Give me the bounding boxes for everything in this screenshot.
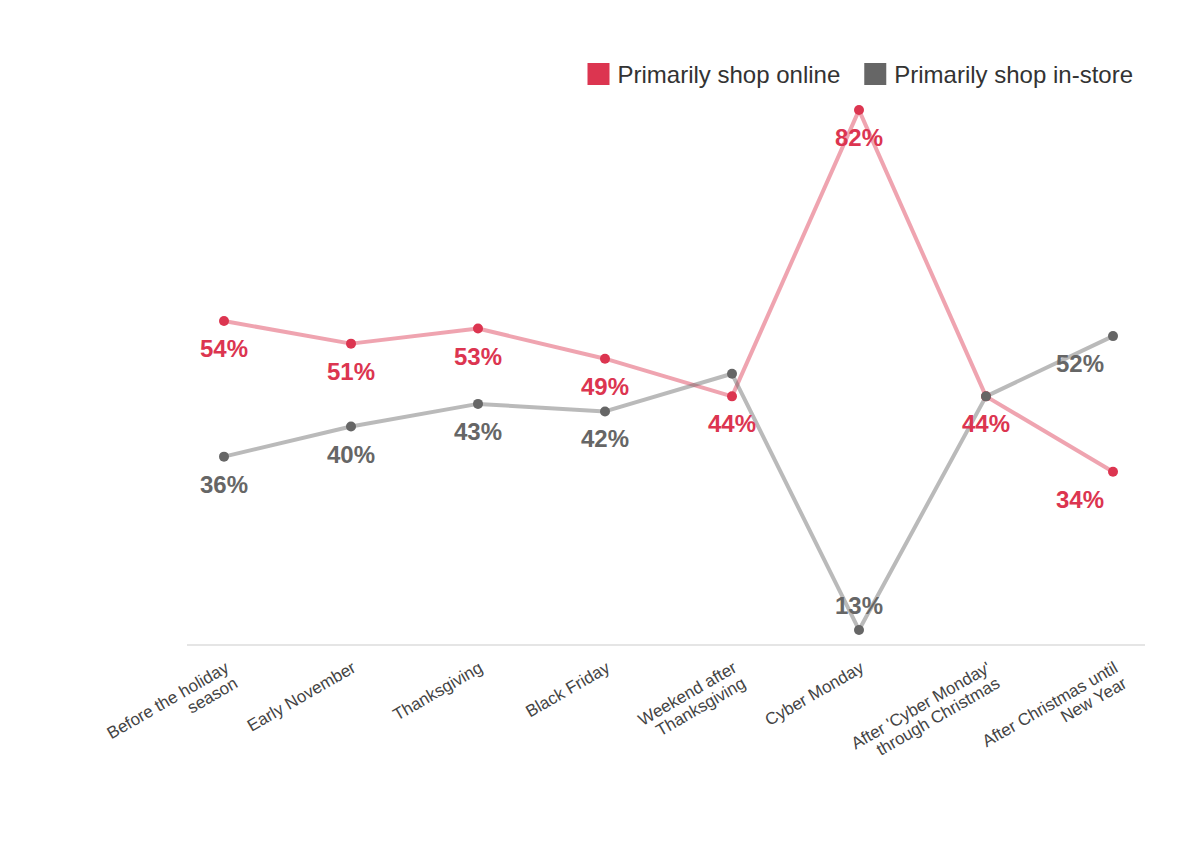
series-line — [224, 336, 1113, 630]
point — [1108, 467, 1118, 477]
point — [346, 422, 356, 432]
x-tick-label-line: season — [184, 674, 241, 718]
point — [346, 339, 356, 349]
data-label: 51% — [327, 358, 375, 385]
data-label: 53% — [454, 343, 502, 370]
x-tick-label-line: Black Friday — [522, 658, 613, 721]
x-tick-label-line: Early November — [244, 658, 359, 736]
x-tick-label: Thanksgiving — [390, 658, 486, 725]
point — [854, 105, 864, 115]
point — [600, 406, 610, 416]
legend-swatch — [864, 63, 886, 85]
point — [473, 324, 483, 334]
legend: Primarily shop in-store Primarily shop on… — [588, 61, 1134, 88]
x-tick-label: Weekend afterThanksgiving — [635, 658, 749, 745]
point — [981, 391, 991, 401]
data-label: 82% — [835, 124, 883, 151]
x-tick-label-line: New Year — [1057, 673, 1130, 726]
x-tick-label-line: Cyber Monday — [762, 658, 868, 730]
plot-area — [219, 105, 1118, 635]
data-label: 49% — [581, 373, 629, 400]
point — [473, 399, 483, 409]
x-tick-label-line: Thanksgiving — [653, 674, 749, 741]
x-tick-label: Cyber Monday — [762, 658, 868, 730]
data-label: 44% — [962, 410, 1010, 437]
point — [1108, 331, 1118, 341]
point — [727, 369, 737, 379]
data-label: 43% — [454, 418, 502, 445]
x-tick-label-line: through Christmas — [873, 674, 1003, 760]
legend-label: Primarily shop in-store — [894, 61, 1133, 88]
x-tick-label: After 'Cyber Monday'through Christmas — [848, 658, 1003, 769]
legend-label: Primarily shop online — [618, 61, 841, 88]
point — [600, 354, 610, 364]
data-label: 54% — [200, 335, 248, 362]
x-tick-label: Early November — [244, 658, 359, 736]
legend-swatch — [588, 63, 610, 85]
x-tick-label: Before the holidayseason — [104, 658, 242, 759]
x-tick-label: Black Friday — [522, 658, 613, 721]
series-line — [224, 110, 1113, 472]
data-label: 40% — [327, 441, 375, 468]
x-axis-line — [187, 644, 1145, 646]
chart: Before the holidayseasonEarly November Th… — [0, 0, 1200, 842]
point — [981, 391, 991, 401]
point — [727, 391, 737, 401]
data-label: 44% — [708, 410, 756, 437]
point — [219, 452, 229, 462]
data-label: 13% — [835, 592, 883, 619]
point — [219, 316, 229, 326]
data-label: 52% — [1056, 350, 1104, 377]
data-label: 34% — [1056, 486, 1104, 513]
x-tick-label-line: Thanksgiving — [390, 658, 486, 725]
data-label: 42% — [581, 425, 629, 452]
x-tick-label: After Christmas untilNew Year — [979, 658, 1130, 767]
data-label: 36% — [200, 471, 248, 498]
point — [854, 625, 864, 635]
